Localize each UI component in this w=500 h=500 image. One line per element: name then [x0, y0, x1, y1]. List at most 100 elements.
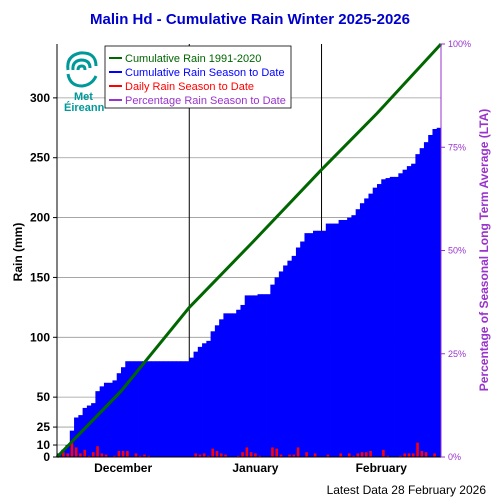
season-bar	[411, 163, 416, 457]
daily-bar	[292, 454, 296, 457]
season-bar	[99, 386, 105, 457]
season-bar	[197, 346, 203, 457]
legend-box	[104, 45, 292, 109]
axes: 010 25 50 100 150 200 250 300 0% 25% 50% 75% 100% Dec…	[30, 39, 471, 475]
season-bar	[406, 166, 412, 457]
daily-bar	[339, 453, 343, 457]
season-bar	[317, 230, 322, 457]
season-bar	[342, 219, 348, 457]
footer-latest-data: Latest Data 28 February 2026	[327, 483, 487, 497]
daily-bar	[194, 453, 197, 457]
daily-bar	[296, 447, 300, 457]
season-bar	[91, 403, 96, 457]
season-bar	[394, 176, 399, 457]
season-bar	[257, 294, 263, 457]
season-bar	[163, 361, 169, 457]
legend-item-season: Cumulative Rain Season to Date	[125, 67, 285, 79]
daily-bar	[202, 453, 206, 457]
season-bar	[121, 367, 126, 457]
daily-bar	[279, 454, 283, 457]
season-bar	[274, 277, 280, 457]
daily-bar	[104, 454, 108, 457]
season-bar	[261, 294, 267, 457]
y2-tick-label: 0%	[448, 452, 461, 462]
legend: Cumulative Rain 1991-2020 Cumulative Rai…	[104, 45, 292, 109]
daily-bar	[433, 453, 436, 457]
season-bar	[270, 284, 275, 457]
season-bar	[389, 176, 395, 457]
season-bar	[193, 351, 199, 457]
daily-bar	[143, 454, 146, 457]
season-bar	[240, 304, 246, 457]
season-bar	[415, 154, 421, 457]
season-bar	[364, 198, 369, 457]
season-bar	[185, 361, 190, 457]
daily-bar	[79, 453, 82, 457]
x-month-label: January	[232, 461, 278, 475]
season-bar	[189, 357, 194, 457]
season-bar	[95, 391, 101, 457]
daily-bar	[117, 451, 121, 457]
season-bar	[167, 361, 173, 457]
daily-bar	[126, 451, 129, 457]
daily-bar	[74, 447, 78, 457]
season-bar	[159, 361, 165, 457]
season-bar	[419, 148, 425, 457]
daily-bar	[411, 453, 415, 457]
season-bar	[398, 173, 403, 457]
y-tick-label: 0	[43, 450, 50, 464]
daily-bar	[113, 455, 116, 457]
daily-bar	[365, 452, 368, 457]
season-bar	[372, 187, 378, 458]
y2-axis-label: Percentage of Seasonal Long Term Average…	[477, 109, 491, 392]
daily-bar	[399, 455, 402, 457]
season-bar	[155, 361, 160, 457]
season-bar	[202, 343, 207, 457]
normal-line	[55, 42, 443, 459]
season-bar	[112, 380, 118, 457]
chart-title: Malin Hd - Cumulative Rain Winter 2025-2…	[90, 11, 410, 28]
season-bar	[138, 361, 143, 457]
season-bar	[172, 361, 177, 457]
y-tick-label: 50	[37, 390, 51, 404]
season-bar	[334, 223, 339, 457]
season-bar	[206, 340, 211, 457]
daily-bar	[258, 455, 261, 457]
daily-bar	[403, 453, 407, 457]
daily-bar	[305, 452, 308, 457]
season-bar	[385, 178, 391, 457]
met-eireann-logo: Met Éireann	[64, 51, 105, 114]
y-tick-label: 150	[30, 270, 50, 284]
season-bar	[330, 223, 335, 457]
daily-bar	[356, 453, 360, 457]
y2-tick-label: 50%	[448, 246, 466, 256]
y-tick-label: 100	[30, 330, 50, 344]
season-bar	[283, 265, 288, 457]
daily-bar	[87, 455, 91, 457]
daily-bar	[207, 455, 210, 457]
season-bar	[287, 260, 293, 457]
y2-tick-label: 25%	[448, 349, 466, 359]
logo-text-met: Met	[74, 91, 93, 103]
daily-bar	[138, 455, 142, 457]
season-bar	[227, 313, 233, 457]
daily-bar	[416, 442, 419, 457]
season-bar	[325, 223, 331, 457]
y-tick-label: 300	[30, 91, 50, 105]
season-bar	[436, 127, 442, 457]
season-bar	[223, 313, 229, 457]
daily-bar	[249, 452, 253, 457]
legend-item-normal: Cumulative Rain 1991-2020	[125, 53, 261, 65]
season-bar	[133, 361, 139, 457]
legend-item-daily: Daily Rain Season to Date	[125, 81, 254, 93]
season-bar	[295, 247, 301, 457]
daily-bar	[326, 454, 330, 457]
season-bar	[381, 179, 386, 457]
season-bar	[214, 325, 220, 457]
y-axis-label: Rain (mm)	[11, 223, 25, 282]
season-bar	[86, 405, 92, 457]
y-tick-label: 25	[37, 420, 51, 434]
daily-bar	[66, 453, 69, 457]
daily-bar	[147, 455, 151, 457]
season-bar	[129, 361, 135, 457]
